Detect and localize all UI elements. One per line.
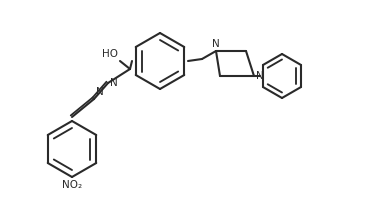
Text: N: N [212,39,220,49]
Text: HO: HO [102,49,118,59]
Text: N: N [256,71,264,81]
Text: N: N [110,78,118,88]
Text: NO₂: NO₂ [62,180,82,190]
Text: N: N [96,87,104,97]
